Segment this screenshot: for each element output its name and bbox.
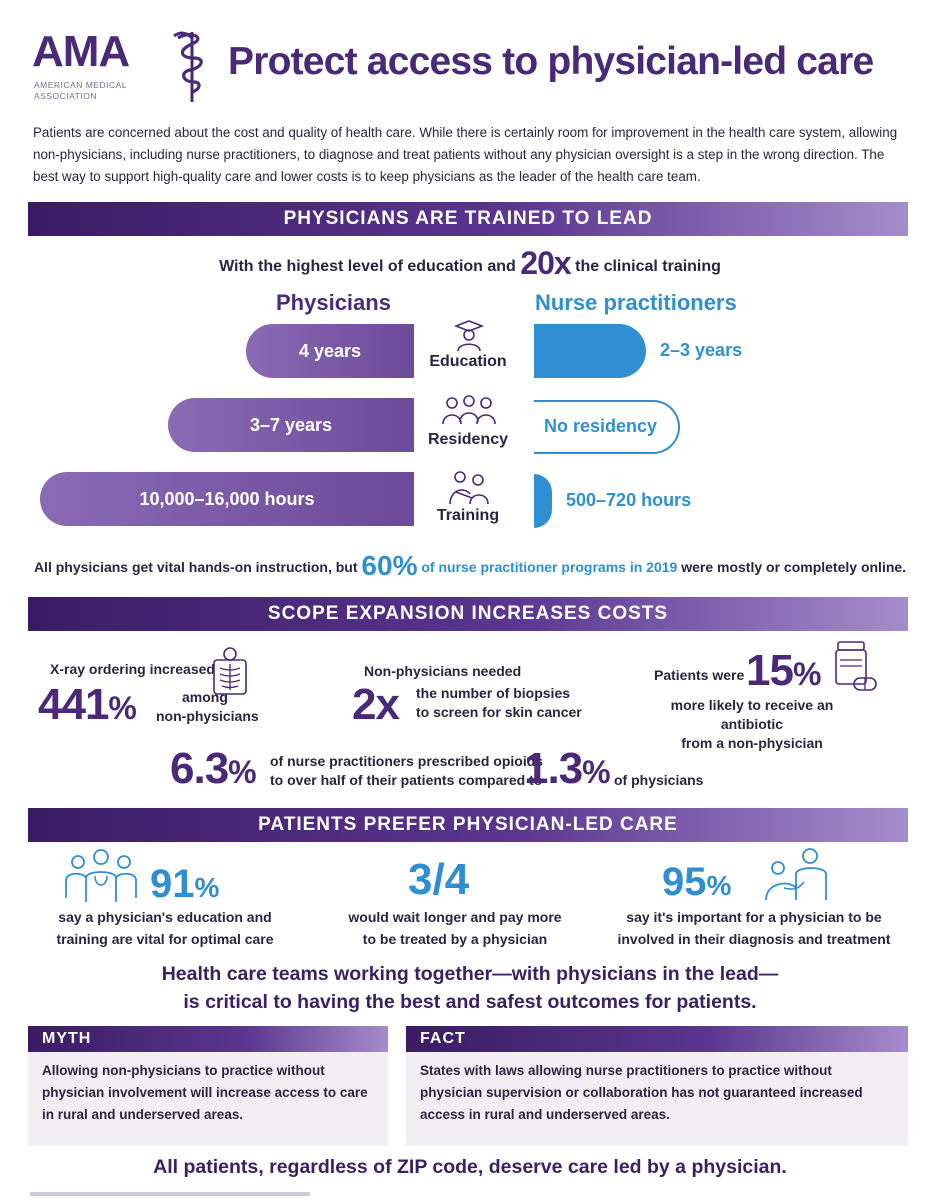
page-title: Protect access to physician-led care: [228, 40, 874, 83]
np-residency-bar: [534, 400, 680, 454]
caduceus-icon: [173, 31, 203, 102]
biopsy-suffix-line2: to screen for skin cancer: [416, 704, 582, 720]
subtitle-post: the clinical training: [570, 258, 721, 275]
np-training-value: 500–720 hours: [566, 490, 692, 510]
biopsy-value: 2x: [352, 680, 400, 729]
footer-big-number: 60%: [361, 550, 418, 581]
caregiver-icon: [449, 471, 489, 505]
stat3-value: 95: [662, 860, 707, 904]
graduate-icon: [453, 320, 485, 352]
stat2-desc: would wait longer and pay more to be tre…: [330, 906, 580, 950]
teamwork-line2: is critical to having the best and safes…: [183, 991, 757, 1013]
stat3: 95%: [662, 860, 731, 908]
physician-education-bar: 4 years: [246, 324, 414, 378]
opioid-desc: of nurse practitioners prescribed opioid…: [270, 752, 543, 790]
xray-label: X-ray ordering increased: [50, 661, 215, 677]
footnote-divider: [30, 1192, 310, 1196]
stat1-pct: %: [194, 872, 220, 903]
stat1-desc: say a physician's education and training…: [40, 906, 290, 950]
stat3-pct: %: [706, 870, 732, 901]
subtitle-big-number: 20x: [520, 245, 571, 281]
biopsy-suffix: the number of biopsies to screen for ski…: [416, 684, 582, 722]
closing-statement: All patients, regardless of ZIP code, de…: [153, 1156, 787, 1178]
subtitle-pre: With the highest level of education and: [219, 258, 521, 275]
intro-paragraph: Patients are concerned about the cost an…: [33, 125, 898, 184]
group-icon: [442, 395, 496, 425]
stat1-value: 91: [150, 862, 195, 906]
antibiotic-line1: more likely to receive an antibiotic: [670, 697, 834, 732]
fact-box: FACT States with laws allowing nurse pra…: [406, 1026, 908, 1146]
fact-body: States with laws allowing nurse practiti…: [420, 1063, 863, 1122]
column-header-np: Nurse practitioners: [535, 290, 737, 315]
xray-icon: [213, 647, 247, 695]
stat1-line2: training are vital for optimal care: [56, 931, 274, 947]
antibiotic-line2: from a non-physician: [681, 735, 823, 751]
opioid-np-stat: 6.3%: [170, 744, 257, 795]
np-education-bar: [534, 324, 646, 378]
xray-pct: %: [108, 690, 136, 726]
myth-box: MYTH Allowing non-physicians to practice…: [28, 1026, 388, 1146]
myth-heading: MYTH: [28, 1026, 388, 1052]
teamwork-statement: Health care teams working together—with …: [0, 960, 940, 1016]
physician-training-bar: 10,000–16,000 hours: [40, 472, 414, 526]
opioid-line1: of nurse practitioners prescribed opioid…: [270, 753, 544, 769]
section-banner-prefer: PATIENTS PREFER PHYSICIAN-LED CARE: [28, 808, 908, 842]
footer-pre: All physicians get vital hands-on instru…: [33, 559, 362, 575]
opioid-np-pct: %: [228, 754, 256, 790]
antibiotic-desc: more likely to receive an antibiotic fro…: [652, 696, 852, 753]
opioid-np-value: 6.3: [170, 744, 229, 793]
stat3-line1: say it's important for a physician to be: [626, 909, 882, 925]
np-residency-value: No residency: [544, 416, 658, 436]
stat2-value: 3/4: [408, 855, 470, 904]
antibiotic-pre: Patients were: [654, 667, 745, 683]
opioid-tail: of physicians: [614, 772, 704, 788]
stat2-line1: would wait longer and pay more: [348, 909, 562, 925]
pill-bottle-icon: [835, 641, 877, 691]
xray-suffix-line2: non-physicians: [156, 708, 259, 724]
ama-logo: AMA AMERICAN MEDICAL ASSOCIATION: [32, 28, 212, 104]
row-label-training: Training: [436, 507, 500, 524]
section1-footer: All physicians get vital hands-on instru…: [0, 550, 940, 582]
stat1: 91%: [150, 862, 219, 910]
footer-post: were mostly or completely online.: [681, 559, 907, 575]
stat1-line1: say a physician's education and: [58, 909, 272, 925]
physician-residency-bar: 3–7 years: [168, 398, 414, 452]
medical-team-icon: [65, 849, 137, 902]
logo-sub-line2: ASSOCIATION: [34, 91, 97, 101]
doctor-patient-icon: [765, 848, 827, 901]
opioid-phys-pct: %: [582, 754, 610, 790]
section-banner-costs: SCOPE EXPANSION INCREASES COSTS: [28, 597, 908, 631]
np-education-value: 2–3 years: [660, 340, 743, 360]
row-label-education: Education: [429, 353, 507, 370]
fact-heading: FACT: [406, 1026, 908, 1052]
biopsy-suffix-line1: the number of biopsies: [416, 685, 571, 701]
opioid-line2: to over half of their patients compared …: [270, 772, 543, 788]
xray-suffix-line1: among: [182, 689, 228, 705]
antibiotic-stat: 15%: [746, 646, 821, 697]
opioid-phys-stat: 1.3%: [524, 744, 611, 795]
opioid-phys-value: 1.3: [524, 744, 583, 793]
logo-sub-line1: AMERICAN MEDICAL: [34, 80, 128, 90]
np-training-bar: [534, 474, 552, 528]
stat3-line2: involved in their diagnosis and treatmen…: [617, 931, 891, 947]
xray-value: 441: [38, 680, 109, 729]
row-label-residency: Residency: [427, 431, 509, 448]
logo-wordmark: AMA: [32, 27, 130, 76]
column-header-physicians: Physicians: [276, 290, 391, 315]
teamwork-line1: Health care teams working together—with …: [161, 963, 779, 985]
footer-mid: of nurse practitioner programs in 2019: [417, 559, 682, 575]
section1-subtitle: With the highest level of education and …: [0, 245, 940, 282]
stat2-line2: to be treated by a physician: [362, 931, 548, 947]
section-banner-trained: PHYSICIANS ARE TRAINED TO LEAD: [28, 202, 908, 236]
antibiotic-value: 15: [746, 646, 794, 695]
stat3-desc: say it's important for a physician to be…: [614, 906, 894, 950]
myth-body: Allowing non-physicians to practice with…: [42, 1063, 368, 1122]
biopsy-label: Non-physicians needed: [364, 663, 522, 679]
logo-subtitle: AMERICAN MEDICAL ASSOCIATION: [34, 80, 154, 102]
antibiotic-pct: %: [792, 656, 821, 692]
xray-stat: 441%: [38, 680, 137, 731]
xray-suffix: among non-physicians: [156, 688, 259, 726]
